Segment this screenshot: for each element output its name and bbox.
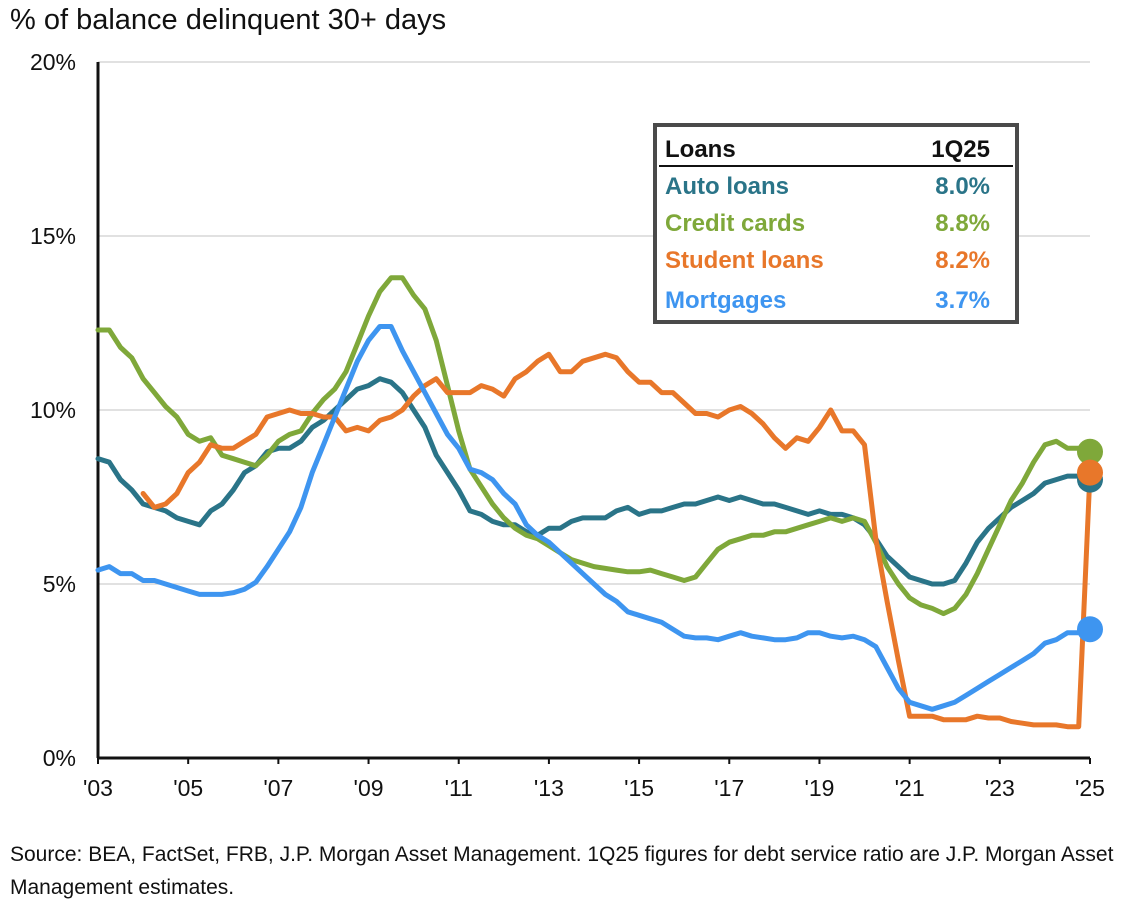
x-tick-label: '23 — [985, 775, 1015, 801]
series-line-mortgages — [95, 324, 1093, 712]
endpoint-markers — [1077, 438, 1103, 643]
x-tick-label: '25 — [1075, 775, 1105, 801]
series-lines — [95, 275, 1093, 730]
x-tick-label: '19 — [804, 775, 834, 801]
source-note: Source: BEA, FactSet, FRB, J.P. Morgan A… — [10, 843, 1114, 899]
y-tick-label: 15% — [30, 223, 76, 249]
x-tick-label: '11 — [445, 775, 473, 801]
x-tick-label: '05 — [173, 775, 203, 801]
x-tick-label: '15 — [624, 775, 654, 801]
y-tick-label: 20% — [30, 49, 76, 75]
legend-item-mortgages: Mortgages — [665, 287, 786, 314]
legend-header-label: Loans — [665, 136, 736, 163]
y-tick-label: 5% — [43, 571, 76, 597]
legend-item-student-loans: Student loans — [665, 247, 824, 274]
x-tick-label: '21 — [895, 775, 925, 801]
series-line-student-loans — [140, 351, 1093, 730]
legend-box: Loans 1Q25 Auto loans 8.0% Credit cards 8.8% S… — [653, 123, 1019, 324]
endpoint-marker-student-loans — [1077, 459, 1103, 486]
x-tick-label: '17 — [714, 775, 744, 801]
chart-area: 0% 5% 10% 15% 20% '03 '05 '07 '09 '11 '13 '15 '17 '19… — [30, 49, 1105, 801]
x-tick-label: '07 — [263, 775, 293, 801]
endpoint-marker-credit-cards — [1077, 438, 1103, 465]
x-tick-label: '13 — [534, 775, 564, 801]
legend-item-credit-cards: Credit cards — [665, 210, 805, 237]
y-tick-label: 0% — [43, 745, 76, 771]
y-tick-label: 10% — [30, 397, 76, 423]
series-line-credit-cards — [95, 275, 1093, 617]
legend-value-student-loans: 8.2% — [935, 247, 990, 274]
x-tick-label: '03 — [83, 775, 113, 801]
legend-frame — [653, 123, 1019, 324]
legend-item-auto-loans: Auto loans — [665, 173, 789, 200]
legend-value-auto-loans: 8.0% — [935, 173, 990, 200]
chart-title: % of balance delinquent 30+ days — [10, 4, 447, 36]
legend-value-credit-cards: 8.8% — [935, 210, 990, 237]
legend-value-mortgages: 3.7% — [935, 287, 990, 314]
endpoint-marker-mortgages — [1077, 616, 1103, 643]
axes: 0% 5% 10% 15% 20% '03 '05 '07 '09 '11 '13 '15 '17 '19… — [30, 49, 1105, 801]
legend-header-value: 1Q25 — [931, 136, 990, 163]
x-tick-label: '09 — [354, 775, 384, 801]
